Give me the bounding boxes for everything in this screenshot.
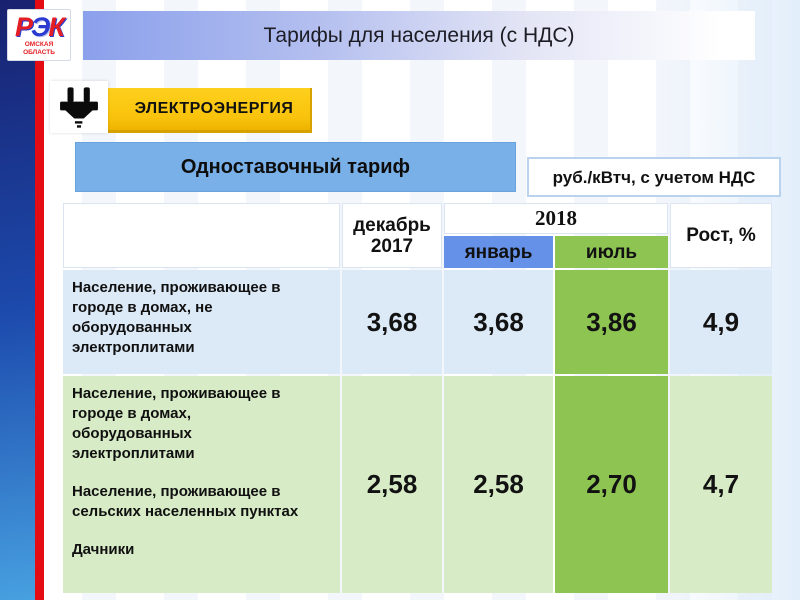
- slide-title: Тарифы для населения (с НДС): [263, 23, 575, 47]
- row2-label-stoves: Население, проживающее в городе в домах,…: [72, 385, 281, 462]
- header-dec-2017: декабрь 2017: [342, 203, 442, 268]
- row1-dec-value: 3,68: [342, 270, 442, 374]
- header-year-2018: 2018: [444, 203, 668, 234]
- row2-label-dacha: Дачники: [72, 541, 135, 558]
- power-plug-icon: [50, 81, 108, 133]
- row1-jan-value: 3,68: [444, 270, 553, 374]
- tariff-type-bar: Одноставочный тариф: [75, 142, 516, 192]
- logo-letters: РЭК: [8, 13, 70, 41]
- tariff-type-label: Одноставочный тариф: [180, 155, 411, 178]
- rek-logo: РЭК ОМСКАЯ ОБЛАСТЬ: [7, 9, 71, 61]
- unit-note-box: руб./кВтч, с учетом НДС: [527, 157, 781, 197]
- row2-jul-value: 2,70: [555, 376, 668, 593]
- left-accent-band: [0, 0, 35, 600]
- logo-letter-r: Р: [14, 12, 33, 42]
- logo-letter-e: Э: [31, 12, 50, 42]
- category-badge: ЭЛЕКТРОЭНЕРГИЯ: [108, 88, 312, 133]
- row2-jan-value: 2,58: [444, 376, 553, 593]
- header-january: январь: [444, 236, 553, 268]
- unit-note-label: руб./кВтч, с учетом НДС: [552, 167, 756, 187]
- red-accent-stripe: [35, 0, 44, 600]
- header-empty-cell: [63, 203, 340, 268]
- header-july: июль: [555, 236, 668, 268]
- row2-dec-value: 2,58: [342, 376, 442, 593]
- title-bar: Тарифы для населения (с НДС): [83, 11, 755, 60]
- header-growth: Рост, %: [670, 203, 772, 268]
- row1-jul-value: 3,86: [555, 270, 668, 374]
- row2-label-rural: Население, проживающее в сельских населе…: [72, 483, 299, 520]
- logo-caption: ОМСКАЯ ОБЛАСТЬ: [23, 41, 55, 56]
- row2-label-cell: Население, проживающее в городе в домах,…: [63, 376, 340, 593]
- row1-label: Население, проживающее в городе в домах,…: [72, 279, 281, 356]
- row2-growth-value: 4,7: [670, 376, 772, 593]
- tariff-table: декабрь 2017 2018 январь июль Рост, % На…: [63, 203, 772, 593]
- row1-label-cell: Население, проживающее в городе в домах,…: [63, 270, 340, 374]
- logo-letter-k: К: [48, 12, 65, 42]
- category-badge-label: ЭЛЕКТРОЭНЕРГИЯ: [134, 100, 294, 117]
- row1-growth-value: 4,9: [670, 270, 772, 374]
